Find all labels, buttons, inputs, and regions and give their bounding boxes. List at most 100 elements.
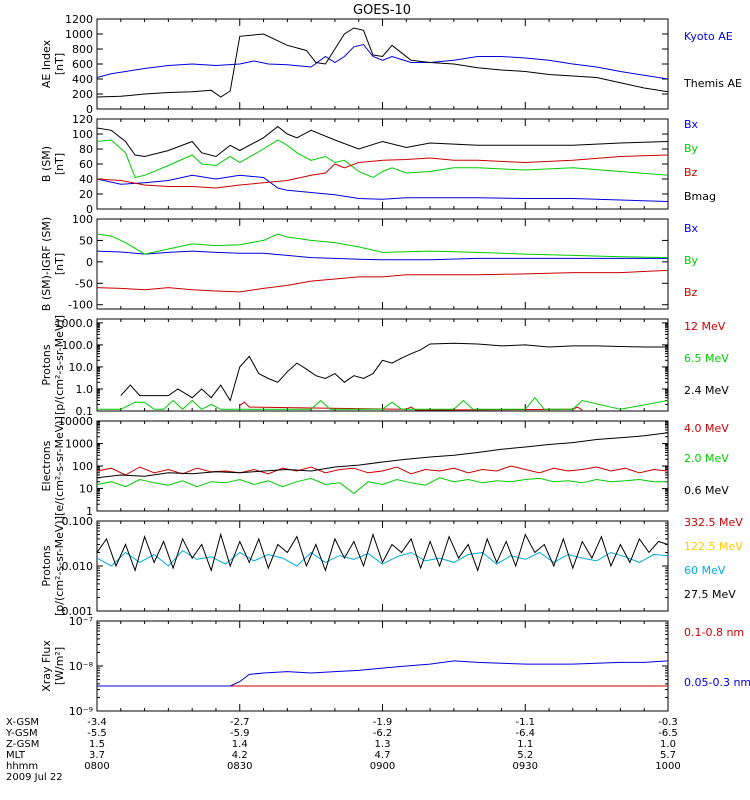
y-tick-label: 100.0 (62, 339, 94, 352)
panel-frame (96, 218, 669, 310)
axis-value: 1.5 (89, 739, 105, 750)
y-tick-label: 1 (86, 505, 93, 518)
panel-protons: 0.1 1.0 10.0 100.0 1000.0 Protons [p/(cm²-s-sr… (40, 315, 729, 418)
panel-frame (96, 420, 669, 512)
y-tick-label: 10.0 (69, 361, 94, 374)
axis-row-label: MLT (6, 750, 26, 761)
legend-entry: 60 MeV (684, 564, 726, 577)
legend-entry: 27.5 MeV (684, 588, 736, 601)
legend-entry: 122.5 MeV (684, 540, 743, 553)
y-tick-label: 0.010 (62, 560, 94, 573)
series-group (97, 532, 668, 573)
series-line (97, 549, 668, 567)
y-tick-label: 80 (79, 143, 93, 156)
legend-entry: 6.5 MeV (684, 352, 729, 365)
y-tick-label: 100 (72, 213, 93, 226)
series-group (97, 342, 668, 411)
axis-value: 1.3 (375, 739, 391, 750)
y-axis-label: Electrons (40, 440, 53, 491)
y-tick-label: 0.001 (62, 605, 94, 618)
series-line (97, 233, 668, 259)
series-line (97, 269, 668, 293)
y-tick-label: 10⁻⁷ (69, 615, 93, 628)
legend-entry: Bz (684, 166, 698, 179)
legend-entry: 2.0 MeV (684, 452, 729, 465)
y-axis-label: [nT] (53, 153, 66, 175)
series-line (97, 174, 668, 202)
axis-value: -5.9 (230, 728, 250, 739)
panel-frame (96, 118, 669, 210)
y-tick-label: 200 (72, 88, 93, 101)
axis-value: 1.0 (660, 739, 676, 750)
series-line (97, 432, 668, 479)
axis-value: 3.7 (89, 750, 105, 761)
y-tick-label: -100 (68, 299, 93, 312)
y-tick-label: 1000 (65, 28, 93, 41)
y-tick-label: 1000.0 (55, 317, 94, 330)
y-tick-label: 1.0 (76, 383, 94, 396)
axis-value: -5.5 (87, 728, 107, 739)
y-axis-label: B (SM) (40, 146, 53, 182)
panel-frame (96, 18, 669, 110)
legend-entry: 12 MeV (684, 320, 726, 333)
axis-row-label: hhmm (6, 761, 38, 772)
legend-entry: By (684, 254, 699, 267)
y-axis-label: [nT] (53, 253, 66, 275)
y-axis-label: Protons (40, 545, 53, 586)
y-tick-label: 100 (72, 460, 93, 473)
axis-value: 0930 (513, 761, 538, 772)
y-axis-label: [nT] (53, 53, 66, 75)
y-axis-label: Xray Flux (40, 640, 53, 692)
panel-b_igrf: -100 -50 0 50 100 B (SM)-IGRF (SM) [nT] Bx By Bz (40, 213, 699, 312)
axis-value: 4.2 (232, 750, 248, 761)
y-tick-label: 0 (86, 256, 93, 269)
axis-value: 5.7 (660, 750, 676, 761)
panel-xray: 10⁻⁹ 10⁻⁸ 10⁻⁷ Xray Flux [W/m²] 0.1-0.8 nm 0.0… (40, 615, 750, 718)
legend-entry: Themis AE (683, 77, 742, 90)
legend-entry: 0.6 MeV (684, 484, 729, 497)
legend-entry: Bx (684, 118, 699, 131)
series-line (97, 465, 668, 476)
axis-row-label: X-GSM (6, 717, 39, 728)
legend-entry: 2.4 MeV (684, 384, 729, 397)
series-line (239, 401, 583, 411)
y-tick-label: 800 (72, 43, 93, 56)
y-tick-label: 0.1 (76, 405, 94, 418)
axis-value: 5.2 (517, 750, 533, 761)
y-tick-label: 10⁻⁸ (69, 660, 94, 673)
axis-value: 1.1 (517, 739, 533, 750)
series-line (97, 250, 668, 261)
y-tick-label: 1000 (65, 438, 93, 451)
plot-date: 2009 Jul 22 (6, 772, 63, 783)
axis-value: 0800 (84, 761, 109, 772)
legend-entry: By (684, 142, 699, 155)
series-group (97, 660, 668, 687)
series-group (97, 233, 668, 293)
y-tick-label: 10⁻⁹ (69, 705, 93, 718)
legend-entry: 4.0 MeV (684, 422, 729, 435)
series-line (97, 477, 668, 495)
y-tick-label: 20 (79, 188, 93, 201)
y-tick-label: 1200 (65, 13, 93, 26)
y-tick-label: 0.100 (62, 515, 94, 528)
axis-value: -1.9 (373, 717, 393, 728)
series-line (97, 27, 668, 98)
y-tick-label: 0 (86, 103, 93, 116)
y-axis-label: B (SM)-IGRF (SM) (40, 217, 53, 311)
axis-value: 1.4 (232, 739, 248, 750)
axis-value: 0900 (370, 761, 395, 772)
axis-row-label: Y-GSM (5, 728, 38, 739)
y-tick-label: 0 (86, 203, 93, 216)
y-tick-label: 60 (79, 158, 93, 171)
legend-entry: 0.1-0.8 nm (684, 626, 744, 639)
series-line (97, 125, 668, 158)
series-line (97, 532, 668, 573)
series-group (97, 432, 668, 495)
series-line (97, 396, 668, 410)
legend-entry: 0.05-0.3 nm (684, 676, 750, 689)
series-line (97, 154, 668, 189)
axis-value: -6.4 (515, 728, 535, 739)
